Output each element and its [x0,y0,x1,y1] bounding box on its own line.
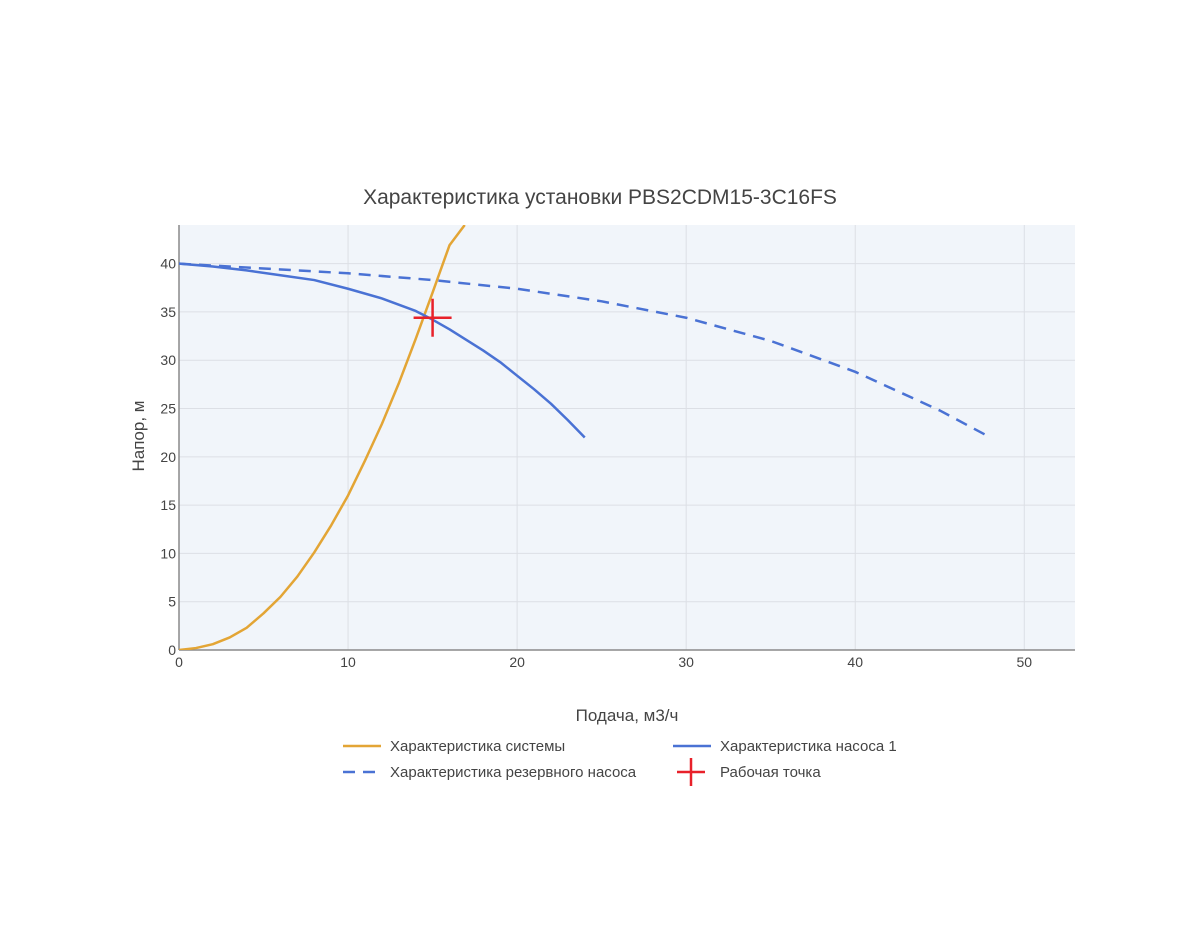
series-layer [179,225,992,650]
series-3-line [179,262,992,439]
x-tick-label: 40 [847,654,863,670]
y-tick-label: 0 [168,642,176,658]
legend-label: Рабочая точка [720,764,821,781]
legend-item: Характеристика системы [343,738,565,755]
x-tick-label: 50 [1016,654,1032,670]
marker-layer [413,298,452,337]
y-tick-label: 35 [160,304,176,320]
tick-labels: 0 10 20 30 40 50 0 5 10 15 20 25 30 35 40 [160,256,1032,670]
y-tick-label: 30 [160,352,176,368]
x-axis-title: Подача, м3/ч [576,706,679,725]
series-1-line [179,225,466,650]
chart-title: Характеристика установки PBS2CDM15-3C16F… [363,186,837,209]
plot-area [179,225,1075,650]
y-tick-label: 40 [160,256,176,272]
legend: Характеристика системы Характеристика нас… [343,738,897,786]
legend-item: Характеристика насоса 1 [673,738,897,755]
legend-label: Характеристика системы [390,738,565,755]
legend-item: Рабочая точка [677,758,821,786]
legend-label: Характеристика резервного насоса [390,764,637,781]
series-2-line [179,262,586,439]
y-tick-label: 25 [160,401,176,417]
y-tick-label: 5 [168,594,176,610]
y-tick-label: 20 [160,449,176,465]
x-tick-label: 10 [340,654,356,670]
grid-lines [179,225,1075,650]
y-tick-label: 10 [160,545,176,561]
x-tick-label: 30 [678,654,694,670]
legend-label: Характеристика насоса 1 [720,738,897,755]
x-tick-label: 0 [175,654,183,670]
axes [178,225,1075,651]
operating-point-marker [413,298,452,337]
legend-item: Характеристика резервного насоса [343,764,637,781]
y-axis-title: Напор, м [129,401,148,472]
x-tick-label: 20 [509,654,525,670]
y-tick-label: 15 [160,497,176,513]
